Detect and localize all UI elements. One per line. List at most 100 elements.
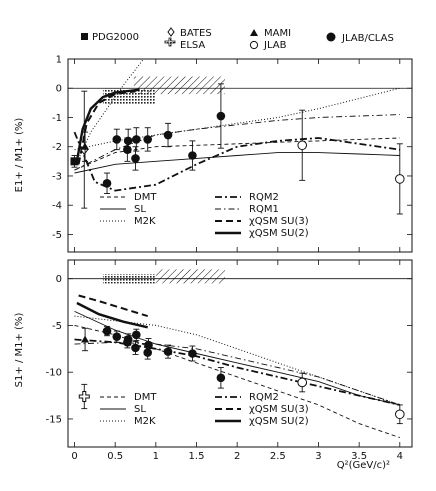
y-tick-label: -3 <box>52 171 62 182</box>
data-point-jlab-clas <box>216 83 226 149</box>
data-points <box>78 325 405 425</box>
open-circle-marker <box>395 409 405 420</box>
data-point-mami <box>81 327 90 352</box>
filled-circle-icon <box>326 32 336 42</box>
data-point-jlab-clas <box>112 330 122 343</box>
filled-circle-marker <box>123 145 132 154</box>
x-axis-label: Q²(GeV/c)² <box>337 460 390 471</box>
data-point-jlab <box>297 109 308 181</box>
x-tick-label: 3 <box>315 451 321 462</box>
legend-jlab-clas: JLAB/CLAS <box>326 32 394 44</box>
legend-label: MAMI <box>264 28 291 39</box>
y-tick-label: -5 <box>52 230 62 241</box>
data-point-jlab-clas <box>112 128 122 151</box>
hatched-band <box>133 76 225 95</box>
data-point-jlab-clas <box>131 146 140 171</box>
filled-circle-marker <box>132 135 141 144</box>
y-tick-label: -4 <box>52 201 62 212</box>
data-point-jlab-clas <box>123 128 133 154</box>
legend-label: M2K <box>134 416 156 427</box>
legend-label: χQSM SU(3) <box>249 216 309 227</box>
curve-sl <box>74 310 400 406</box>
y-tick-label: 1 <box>56 55 62 66</box>
x-tick-label: 4 <box>397 451 403 462</box>
hatched-band <box>155 269 225 284</box>
legend-mami: MAMI <box>250 28 291 39</box>
open-diamond-icon <box>167 27 175 37</box>
data-point-jlab-clas <box>163 122 173 148</box>
data-point-jlab-clas <box>188 140 197 171</box>
filled-triangle-icon <box>250 29 258 36</box>
curve-steep-dotted <box>75 58 144 165</box>
y-axis-label: S1+ / M1+ (%) <box>14 313 25 388</box>
data-point-jlab-clas <box>188 345 197 362</box>
legend-label: DMT <box>134 392 157 403</box>
data-point-jlab-clas <box>216 367 226 389</box>
legend-label: M2K <box>134 216 156 227</box>
filled-circle-marker <box>143 348 152 357</box>
legend-label: RQM2 <box>249 392 279 403</box>
filled-circle-marker <box>112 135 122 144</box>
open-circle-marker <box>297 377 308 388</box>
x-tick-label: 3.5 <box>351 451 367 462</box>
data-point-jlab-clas <box>132 127 141 152</box>
filled-circle-marker <box>188 349 197 358</box>
x-tick-label: 2.5 <box>270 451 286 462</box>
data-point-jlab-clas <box>123 333 133 346</box>
legend-elsa: ELSA <box>164 37 205 51</box>
filled-circle-marker <box>188 151 197 160</box>
plot-frame <box>67 58 413 253</box>
legend-label: BATES <box>180 28 212 39</box>
data-point-jlab-clas <box>163 344 173 359</box>
legend-label: ELSA <box>180 40 205 51</box>
data-point-jlab-clas <box>144 338 153 353</box>
y-tick-label: -15 <box>46 414 62 425</box>
y-tick-label: -1 <box>52 113 62 124</box>
filled-circle-marker <box>163 130 173 140</box>
data-point-jlab <box>395 143 405 215</box>
legend-label: JLAB/CLAS <box>341 33 394 44</box>
curve-m2k <box>74 315 400 406</box>
y-axis-label: E1+ / M1+ (%) <box>14 118 25 193</box>
curve--qsm-su-2- <box>75 88 140 162</box>
data-point-jlab-clas <box>132 328 141 341</box>
legend-label: SL <box>134 404 146 415</box>
filled-circle-marker <box>216 373 226 383</box>
legend-label: χQSM SU(2) <box>249 228 309 239</box>
filled-circle-marker <box>216 111 226 121</box>
y-tick-label: -5 <box>52 321 62 332</box>
open-circle-marker <box>297 140 308 151</box>
curve--qsm-su-3- <box>78 294 148 318</box>
open-cross-marker <box>78 391 90 403</box>
hatched-cross-icon <box>164 37 176 47</box>
filled-circle-marker <box>143 135 152 144</box>
curve--qsm-su-2- <box>76 301 148 329</box>
filled-circle-marker <box>123 136 133 146</box>
legend-label: χQSM SU(2) <box>249 416 309 427</box>
data-point-elsa <box>78 383 90 410</box>
y-tick-label: 0 <box>56 84 62 95</box>
legend-bates: BATES <box>167 27 212 39</box>
legend-label: PDG2000 <box>92 32 139 43</box>
legend-label: DMT <box>134 192 157 203</box>
filled-triangle-marker <box>81 142 90 150</box>
data-points <box>70 83 405 215</box>
theory-curves <box>74 294 401 439</box>
filled-triangle-marker <box>81 335 90 343</box>
curve-rqm1 <box>74 341 400 406</box>
data-point-jlab-clas <box>131 340 140 355</box>
data-point-jlab <box>297 372 308 393</box>
x-tick-label: 0.5 <box>107 451 123 462</box>
data-point-jlab-clas <box>102 172 112 194</box>
curve-rqm2 <box>74 338 401 406</box>
legend-label: SL <box>134 204 146 215</box>
filled-circle-marker <box>123 335 133 344</box>
filled-circle-marker <box>131 343 140 353</box>
filled-square-icon <box>81 33 88 40</box>
plot-frame <box>67 259 413 448</box>
open-circle-icon <box>249 40 259 50</box>
x-tick-label: 0 <box>71 451 77 462</box>
